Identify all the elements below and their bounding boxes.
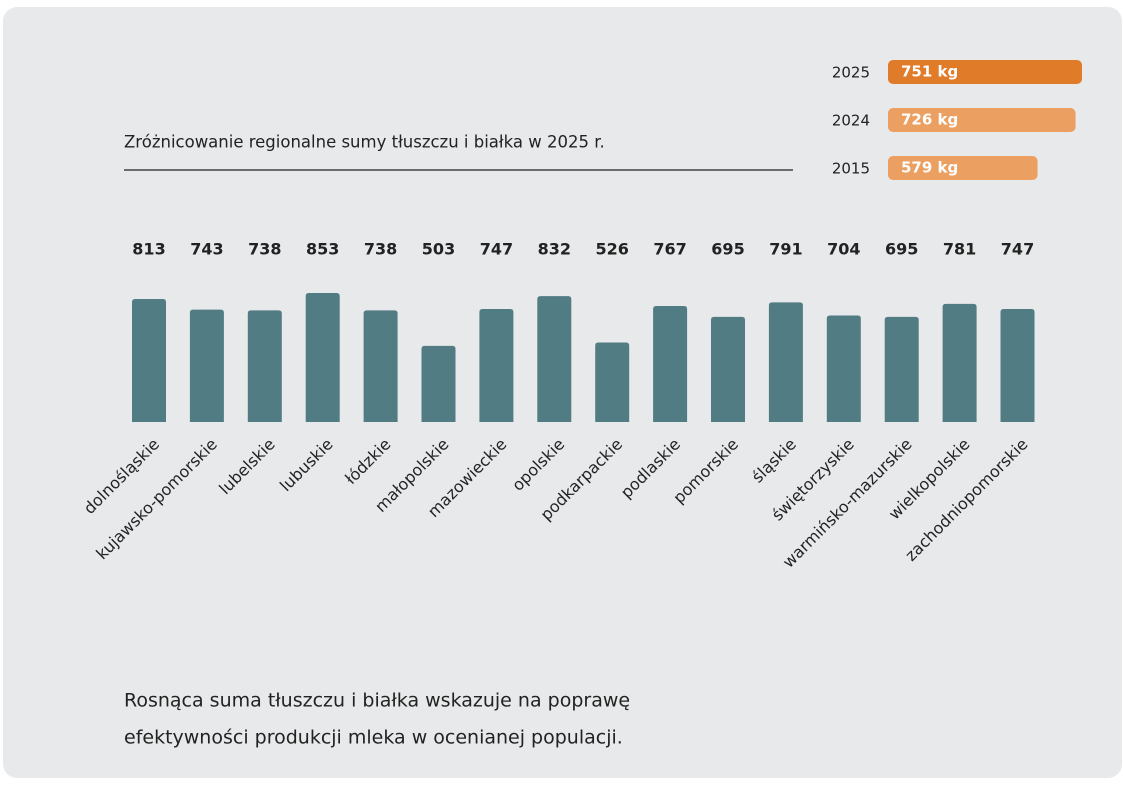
chart-title: Zróżnicowanie regionalne sumy tłuszczu i… (124, 133, 605, 152)
value-label: 853 (306, 240, 339, 259)
bar (479, 309, 514, 422)
bar (826, 315, 861, 422)
value-label: 743 (190, 240, 223, 259)
value-label: 813 (132, 240, 165, 259)
bar (653, 306, 688, 422)
value-label: 747 (1001, 240, 1034, 259)
value-label: 726 kg (901, 111, 958, 129)
value-label: 832 (538, 240, 571, 259)
value-label: 695 (711, 240, 744, 259)
value-label: 781 (943, 240, 976, 259)
year-label: 2024 (832, 112, 870, 130)
bar (884, 316, 919, 422)
value-label: 704 (827, 240, 860, 259)
bar (305, 293, 340, 422)
bar (888, 156, 1038, 180)
bar (888, 60, 1082, 84)
value-label: 751 kg (901, 63, 958, 81)
value-label: 791 (769, 240, 802, 259)
value-label: 526 (595, 240, 628, 259)
bar (247, 310, 282, 422)
bar (189, 309, 224, 422)
value-label: 738 (248, 240, 281, 259)
bar (363, 310, 398, 422)
value-label: 503 (422, 240, 455, 259)
year-label: 2015 (832, 160, 870, 178)
note-line: Rosnąca suma tłuszczu i białka wskazuje … (124, 690, 630, 712)
bar (421, 345, 456, 422)
year-label: 2025 (832, 64, 870, 82)
value-label: 738 (364, 240, 397, 259)
bar (711, 316, 745, 422)
bar (942, 303, 977, 422)
value-label: 695 (885, 240, 918, 259)
bar (888, 108, 1076, 132)
value-label: 747 (480, 240, 513, 259)
value-label: 579 kg (901, 159, 958, 177)
bar (595, 342, 630, 422)
note-line: efektywności produkcji mleka w ocenianej… (124, 727, 623, 749)
bar (768, 302, 803, 422)
bar (132, 299, 166, 422)
bar (537, 296, 572, 422)
bar (1000, 309, 1035, 422)
value-label: 767 (653, 240, 686, 259)
